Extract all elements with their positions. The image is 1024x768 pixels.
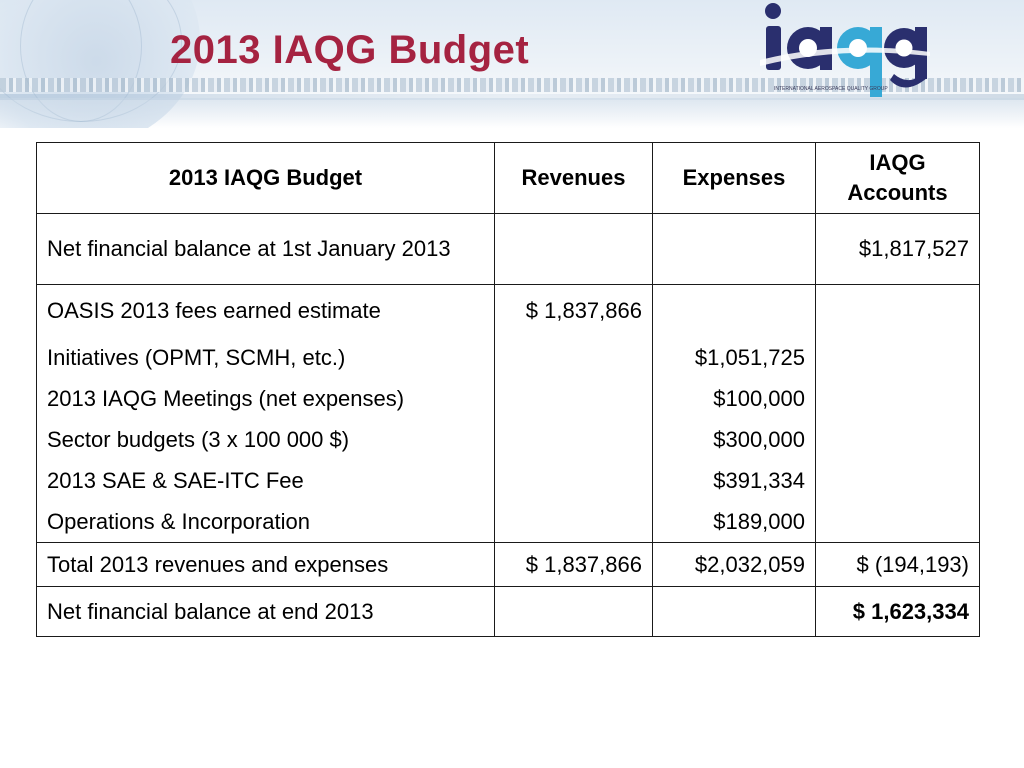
column-header: IAQG Accounts — [815, 142, 980, 214]
line-item-labels: OASIS 2013 fees earned estimate Initiati… — [36, 284, 495, 543]
line-item-expense: $100,000 — [713, 386, 805, 411]
line-item-revenue — [505, 419, 642, 460]
cell-expenses — [652, 586, 816, 637]
line-item-expense: $391,334 — [713, 468, 805, 493]
line-item-label: 2013 IAQG Meetings (net expenses) — [47, 386, 405, 411]
line-item-label: Operations & Incorporation — [47, 509, 310, 534]
cell-accounts: $ (194,193) — [815, 542, 980, 587]
table-row-line-items: OASIS 2013 fees earned estimate Initiati… — [36, 284, 980, 543]
line-item-account — [826, 460, 969, 501]
cell-expenses: $2,032,059 — [652, 542, 816, 587]
line-item-account — [826, 285, 969, 337]
row-label: Total 2013 revenues and expenses — [36, 542, 495, 587]
column-header: 2013 IAQG Budget — [36, 142, 495, 214]
cell-expenses — [652, 213, 816, 285]
line-item-expense: $300,000 — [713, 427, 805, 452]
row-label: Net financial balance at end 2013 — [36, 586, 495, 637]
line-item-label: Sector budgets (3 x 100 000 $) — [47, 427, 350, 452]
line-item-account — [826, 419, 969, 460]
line-item-label: 2013 SAE & SAE-ITC Fee — [47, 468, 304, 493]
line-item-revenue — [505, 378, 642, 419]
logo-tagline: INTERNATIONAL AEROSPACE QUALITY GROUP — [774, 86, 888, 92]
cell-accounts: $ 1,623,334 — [815, 586, 980, 637]
column-header: Expenses — [652, 142, 816, 214]
line-item-account — [826, 501, 969, 542]
decorative-strip — [0, 94, 1024, 100]
header-swoosh — [0, 98, 1024, 128]
line-item-label: OASIS 2013 fees earned estimate — [47, 298, 381, 323]
line-item-label: Initiatives (OPMT, SCMH, etc.) — [47, 345, 346, 370]
table-row-closing-balance: Net financial balance at end 2013 $ 1,62… — [36, 586, 980, 637]
line-item-revenue — [505, 337, 642, 378]
row-label: Net financial balance at 1st January 201… — [36, 213, 495, 285]
line-item-revenues: $ 1,837,866 — [494, 284, 653, 543]
cell-revenues — [494, 586, 653, 637]
cell-revenues — [494, 213, 653, 285]
line-item-account — [826, 337, 969, 378]
line-item-expense — [663, 285, 805, 337]
cell-revenues: $ 1,837,866 — [494, 542, 653, 587]
decorative-chain-strip — [0, 78, 1024, 92]
page-title: 2013 IAQG Budget — [170, 28, 530, 72]
line-item-revenue — [505, 460, 642, 501]
line-item-expense: $189,000 — [713, 509, 805, 534]
line-item-revenue: $ 1,837,866 — [525, 298, 642, 323]
table-row-total: Total 2013 revenues and expenses $ 1,837… — [36, 542, 980, 587]
cell-accounts: $1,817,527 — [815, 213, 980, 285]
line-item-expense: $1,051,725 — [694, 345, 805, 370]
table-header-row: 2013 IAQG Budget Revenues Expenses IAQG … — [36, 142, 980, 214]
line-item-accounts — [815, 284, 980, 543]
line-item-revenue — [505, 501, 642, 542]
line-item-expenses: $1,051,725 $100,000 $300,000 $391,334 $1… — [652, 284, 816, 543]
column-header-text: IAQG Accounts — [847, 150, 948, 205]
budget-table: 2013 IAQG Budget Revenues Expenses IAQG … — [36, 142, 980, 637]
column-header: Revenues — [494, 142, 653, 214]
iaqg-logo: INTERNATIONAL AEROSPACE QUALITY GROUP — [760, 3, 930, 97]
table-row-opening-balance: Net financial balance at 1st January 201… — [36, 213, 980, 285]
line-item-account — [826, 378, 969, 419]
